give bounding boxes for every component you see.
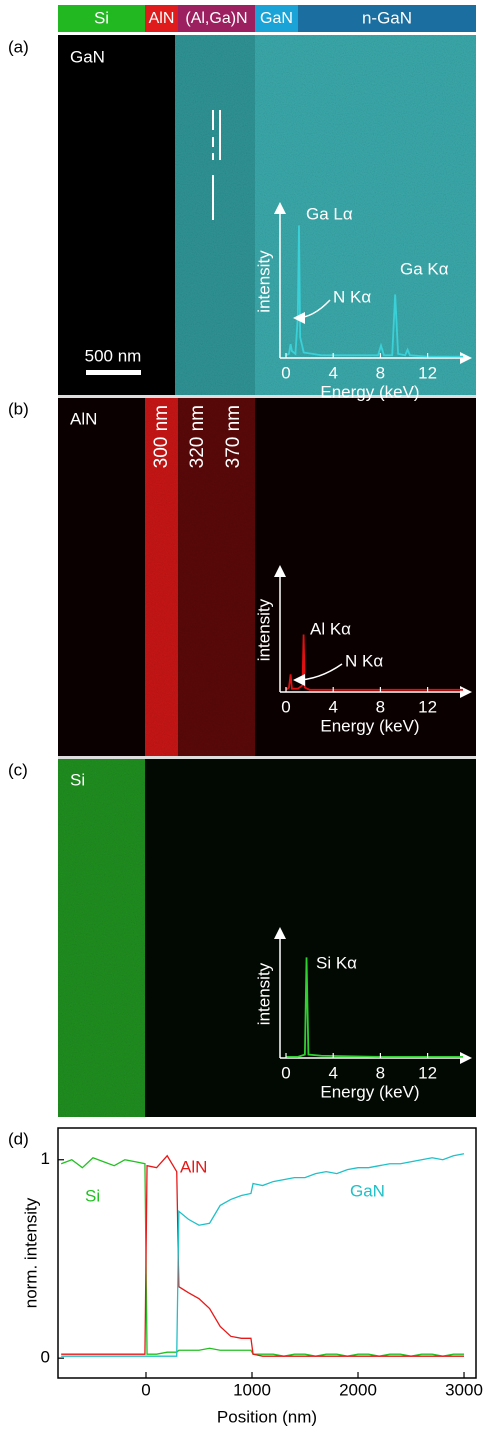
y-axis-label: norm. intensity xyxy=(21,1197,40,1308)
scale-bar-label: 500 nm xyxy=(85,346,142,365)
separator xyxy=(58,395,476,398)
spectrum xyxy=(286,957,463,1058)
profile-line xyxy=(61,1154,465,1357)
scale-bar xyxy=(86,370,141,375)
x-tick-label: 8 xyxy=(376,697,385,716)
header-label: Si xyxy=(94,8,109,27)
x-tick-label: 8 xyxy=(376,363,385,382)
series-label: GaN xyxy=(350,1181,385,1200)
panel-label: (b) xyxy=(8,399,29,418)
spectrum xyxy=(285,634,463,691)
peak-label: Ga Lα xyxy=(306,204,353,223)
x-tick-label: 12 xyxy=(418,1063,437,1082)
separator xyxy=(58,756,476,759)
inset-x-label: Energy (keV) xyxy=(320,382,419,401)
x-axis-label: Position (nm) xyxy=(217,1407,317,1426)
inset-x-label: Energy (keV) xyxy=(320,1082,419,1101)
peak-label: Ga Kα xyxy=(400,259,449,278)
x-tick-label: 4 xyxy=(328,697,337,716)
panel-label: (c) xyxy=(8,760,28,779)
x-tick-label: 12 xyxy=(418,697,437,716)
noise-texture xyxy=(58,35,476,1117)
inset-y-label: intensity xyxy=(254,250,273,313)
thickness-label: 320 nm xyxy=(187,405,208,468)
header-segment xyxy=(58,5,145,32)
peak-arrow xyxy=(293,299,331,324)
inset-y-label: intensity xyxy=(254,962,273,1025)
peak-arrow xyxy=(293,663,343,686)
x-tick-label: 4 xyxy=(328,1063,337,1082)
header-bar: Si AlN (Al,Ga)N GaN n-GaN xyxy=(58,5,476,32)
panel-label: (a) xyxy=(8,37,29,56)
panel-label: (d) xyxy=(8,1129,29,1148)
x-tick-label: 0 xyxy=(141,1380,150,1399)
peak-label: N Kα xyxy=(333,287,371,306)
x-tick-label: 4 xyxy=(328,363,337,382)
header-label: n-GaN xyxy=(362,8,412,27)
inset-y-label: intensity xyxy=(254,598,273,661)
peak-label: Al Kα xyxy=(310,619,351,638)
map-label: AlN xyxy=(70,409,97,428)
header-label: AlN xyxy=(149,10,175,27)
x-tick-label: 0 xyxy=(281,697,290,716)
plot-frame xyxy=(57,1127,477,1379)
x-tick-label: 0 xyxy=(281,363,290,382)
header-segment xyxy=(145,5,178,32)
series-label: AlN xyxy=(180,1157,207,1176)
x-tick-label: 12 xyxy=(418,363,437,382)
marker-lines xyxy=(212,110,221,220)
map-label: Si xyxy=(70,770,85,789)
profile-line xyxy=(61,1153,465,1357)
thickness-label: 300 nm xyxy=(151,405,172,468)
header-label: (Al,Ga)N xyxy=(185,10,247,27)
header-segment xyxy=(298,5,476,32)
x-tick-label: 1000 xyxy=(233,1380,271,1399)
x-tick-label: 3000 xyxy=(445,1380,483,1399)
peak-label: Si Kα xyxy=(316,953,357,972)
y-tick-label: 1 xyxy=(41,1149,50,1168)
x-tick-label: 0 xyxy=(281,1063,290,1082)
map-label: GaN xyxy=(70,47,105,66)
inset-x-label: Energy (keV) xyxy=(320,716,419,735)
header-label: GaN xyxy=(260,10,293,27)
profile-line xyxy=(60,1157,465,1357)
header-segment xyxy=(255,5,298,32)
y-tick-label: 0 xyxy=(41,1348,50,1367)
series-label: Si xyxy=(85,1186,100,1205)
spectrum xyxy=(285,225,463,358)
thickness-label: 370 nm xyxy=(223,405,244,468)
peak-label: N Kα xyxy=(345,651,383,670)
header-segment xyxy=(178,5,255,32)
x-tick-label: 8 xyxy=(376,1063,385,1082)
x-tick-label: 2000 xyxy=(339,1380,377,1399)
